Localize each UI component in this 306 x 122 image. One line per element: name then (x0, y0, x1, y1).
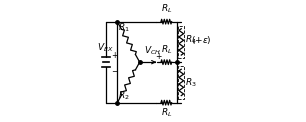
Text: $V_{EX}$: $V_{EX}$ (97, 41, 113, 54)
Text: $R_L$: $R_L$ (161, 43, 172, 56)
Bar (178, 25, 184, 58)
Text: $R_3$: $R_3$ (185, 76, 196, 89)
Text: $R_1$: $R_1$ (118, 22, 130, 34)
Bar (178, 66, 184, 99)
Text: $V_{CH}$: $V_{CH}$ (144, 44, 161, 57)
Text: $+$: $+$ (155, 51, 162, 61)
Text: $R_L$: $R_L$ (161, 3, 172, 15)
Text: $+$: $+$ (111, 50, 118, 60)
Text: $R_L$: $R_L$ (161, 107, 172, 119)
Text: $(+\varepsilon)$: $(+\varepsilon)$ (191, 34, 211, 46)
Text: $R_4$: $R_4$ (185, 34, 196, 46)
Text: $-$: $-$ (111, 65, 118, 74)
Text: $R_2$: $R_2$ (118, 90, 130, 102)
